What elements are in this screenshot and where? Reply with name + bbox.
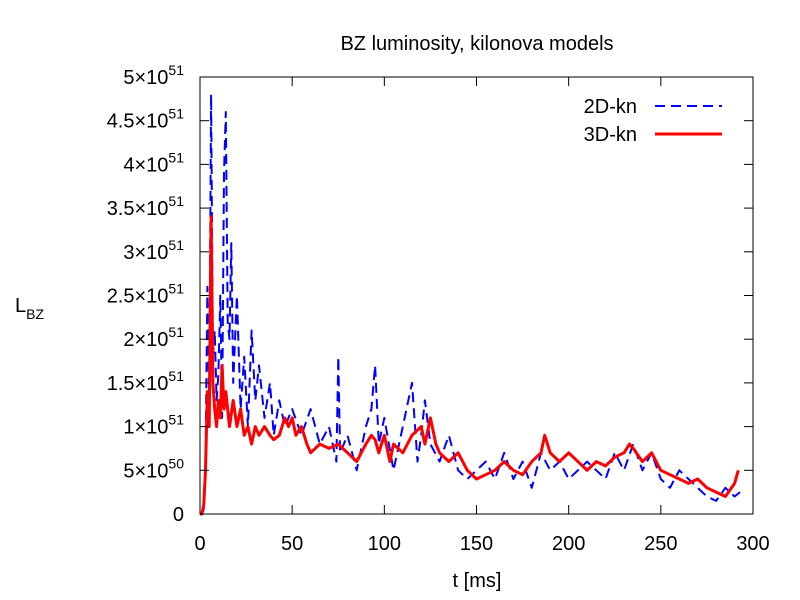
y-tick-label: 4.5×1051	[107, 106, 185, 133]
x-tick-label: 150	[460, 533, 493, 555]
y-tick-mantissa: 3×10	[123, 242, 168, 264]
y-tick-exponent: 51	[168, 62, 184, 78]
y-tick-mantissa: 0	[173, 504, 184, 526]
y-tick-mantissa: 1×10	[123, 417, 168, 439]
y-tick-exponent: 51	[168, 412, 184, 428]
y-tick-mantissa: 1.5×10	[107, 373, 169, 395]
y-tick-label: 3×1051	[123, 237, 184, 264]
x-tick-label: 300	[736, 533, 769, 555]
x-tick-label: 100	[368, 533, 401, 555]
x-tick-label: 250	[644, 533, 677, 555]
series-line-3d-kn	[200, 215, 740, 516]
x-axis-title: t [ms]	[453, 570, 502, 592]
y-tick-mantissa: 5×10	[123, 460, 168, 482]
y-axis-title-sub: BZ	[26, 306, 44, 322]
ticks-layer: 0 50 100 150 200 250 30005×10501×10511.5×10512…	[107, 62, 770, 555]
x-tick-label: 200	[552, 533, 585, 555]
y-axis-title: LBZ	[15, 295, 44, 322]
y-tick-mantissa: 2.5×10	[107, 286, 169, 308]
chart-title: BZ luminosity, kilonova models	[340, 33, 613, 55]
y-tick-mantissa: 2×10	[123, 329, 168, 351]
y-tick-exponent: 51	[168, 281, 184, 297]
y-tick-mantissa: 4×10	[123, 154, 168, 176]
y-tick-label: 1.5×1051	[107, 368, 185, 395]
y-tick-label: 2.5×1051	[107, 281, 185, 308]
x-tick-label: 0	[194, 533, 205, 555]
y-tick-exponent: 51	[168, 106, 184, 122]
y-tick-label: 1×1051	[123, 412, 184, 439]
y-tick-label: 0	[173, 504, 184, 526]
y-tick-label: 4×1051	[123, 149, 184, 176]
series-layer	[200, 93, 741, 516]
y-tick-exponent: 51	[168, 368, 184, 384]
y-tick-label: 5×1050	[123, 455, 184, 482]
y-tick-label: 3.5×1051	[107, 193, 185, 220]
y-tick-mantissa: 3.5×10	[107, 198, 169, 220]
y-tick-exponent: 51	[168, 149, 184, 165]
x-tick-label: 50	[281, 533, 303, 555]
y-tick-mantissa: 4.5×10	[107, 111, 169, 133]
y-tick-mantissa: 5×10	[123, 67, 168, 89]
y-tick-exponent: 51	[168, 237, 184, 253]
y-axis-title-main: L	[15, 295, 26, 317]
y-tick-exponent: 50	[168, 455, 184, 471]
y-tick-label: 5×1051	[123, 62, 184, 89]
y-tick-label: 2×1051	[123, 324, 184, 351]
y-tick-exponent: 51	[168, 193, 184, 209]
y-tick-exponent: 51	[168, 324, 184, 340]
legend-label-2d-kn: 2D-kn	[584, 96, 637, 118]
legend: 2D-kn 3D-kn	[584, 96, 722, 146]
legend-label-3d-kn: 3D-kn	[584, 124, 637, 146]
